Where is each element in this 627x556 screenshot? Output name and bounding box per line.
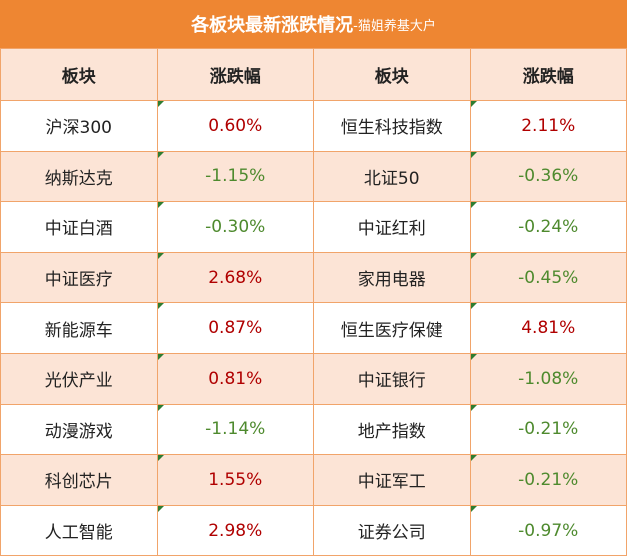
sector-cell: 中证银行 bbox=[313, 352, 471, 405]
sector-cell: 中证医疗 bbox=[0, 251, 158, 304]
title: 各板块最新涨跌情况 bbox=[191, 15, 354, 36]
cell-marker bbox=[470, 101, 477, 107]
change-cell: 1.55% bbox=[156, 454, 314, 506]
cell-marker bbox=[470, 202, 477, 209]
cell-marker bbox=[157, 455, 164, 462]
cell-marker bbox=[470, 404, 477, 411]
change-cell: -0.24% bbox=[469, 201, 627, 253]
cell-marker bbox=[157, 303, 164, 310]
table-row: 中证医疗 2.68% 家用电器 -0.45% bbox=[0, 251, 627, 304]
cell-marker bbox=[157, 252, 164, 259]
table-row: 科创芯片 1.55% 中证军工 -0.21% bbox=[0, 454, 627, 506]
sector-cell: 恒生科技指数 bbox=[313, 100, 471, 152]
sector-cell: 地产指数 bbox=[313, 403, 471, 456]
column-header: 板块 bbox=[0, 48, 158, 101]
sector-cell: 人工智能 bbox=[0, 504, 158, 556]
change-cell: 2.11% bbox=[469, 100, 627, 152]
title-bar: 各板块最新涨跌情况 -猫姐养基大户 bbox=[0, 0, 627, 48]
cell-marker bbox=[157, 151, 164, 158]
table-row: 新能源车 0.87% 恒生医疗保健 4.81% bbox=[0, 302, 627, 354]
sector-cell: 家用电器 bbox=[313, 251, 471, 304]
column-header: 涨跌幅 bbox=[156, 48, 314, 101]
sector-cell: 光伏产业 bbox=[0, 352, 158, 405]
column-header: 涨跌幅 bbox=[469, 48, 627, 101]
change-cell: -1.14% bbox=[156, 403, 314, 456]
change-cell: -0.97% bbox=[469, 504, 627, 556]
sector-cell: 恒生医疗保健 bbox=[313, 302, 471, 354]
table-row: 纳斯达克 -1.15% 北证50 -0.36% bbox=[0, 150, 627, 203]
cell-marker bbox=[157, 101, 164, 107]
table-row: 动漫游戏 -1.14% 地产指数 -0.21% bbox=[0, 403, 627, 456]
column-header: 板块 bbox=[313, 48, 471, 101]
sector-cell: 动漫游戏 bbox=[0, 403, 158, 456]
change-cell: -1.08% bbox=[469, 352, 627, 405]
sector-cell: 证券公司 bbox=[313, 504, 471, 556]
change-cell: -0.30% bbox=[156, 201, 314, 253]
sector-cell: 新能源车 bbox=[0, 302, 158, 354]
subtitle: -猫姐养基大户 bbox=[353, 18, 436, 34]
change-cell: -0.21% bbox=[469, 454, 627, 506]
cell-marker bbox=[157, 505, 164, 512]
sector-cell: 科创芯片 bbox=[0, 454, 158, 506]
sector-cell: 北证50 bbox=[313, 150, 471, 203]
change-cell: -1.15% bbox=[156, 150, 314, 203]
change-cell: -0.21% bbox=[469, 403, 627, 456]
sector-cell: 中证白酒 bbox=[0, 201, 158, 253]
sector-cell: 中证军工 bbox=[313, 454, 471, 506]
cell-marker bbox=[470, 353, 477, 360]
cell-marker bbox=[470, 505, 477, 512]
change-cell: 2.98% bbox=[156, 504, 314, 556]
sector-cell: 沪深300 bbox=[0, 100, 158, 152]
change-cell: 2.68% bbox=[156, 251, 314, 304]
change-cell: -0.45% bbox=[469, 251, 627, 304]
change-cell: -0.36% bbox=[469, 150, 627, 203]
table-row: 中证白酒 -0.30% 中证红利 -0.24% bbox=[0, 201, 627, 253]
change-cell: 0.60% bbox=[156, 100, 314, 152]
change-cell: 0.87% bbox=[156, 302, 314, 354]
cell-marker bbox=[157, 202, 164, 209]
table-row: 沪深300 0.60% 恒生科技指数 2.11% bbox=[0, 100, 627, 152]
cell-marker bbox=[470, 303, 477, 310]
header-row: 板块 涨跌幅 板块 涨跌幅 bbox=[0, 48, 627, 101]
cell-marker bbox=[470, 252, 477, 259]
cell-marker bbox=[470, 455, 477, 462]
change-cell: 4.81% bbox=[469, 302, 627, 354]
change-cell: 0.81% bbox=[156, 352, 314, 405]
table: 板块 涨跌幅 板块 涨跌幅 沪深300 0.60% 恒生科技指数 2.11% 纳斯达克 -1.1… bbox=[0, 48, 627, 556]
cell-marker bbox=[157, 404, 164, 411]
sector-cell: 纳斯达克 bbox=[0, 150, 158, 203]
sector-cell: 中证红利 bbox=[313, 201, 471, 253]
table-row: 光伏产业 0.81% 中证银行 -1.08% bbox=[0, 352, 627, 405]
table-row: 人工智能 2.98% 证券公司 -0.97% bbox=[0, 504, 627, 556]
cell-marker bbox=[157, 353, 164, 360]
table-body: 沪深300 0.60% 恒生科技指数 2.11% 纳斯达克 -1.15% 北证50 -0.36… bbox=[0, 100, 627, 556]
cell-marker bbox=[470, 151, 477, 158]
